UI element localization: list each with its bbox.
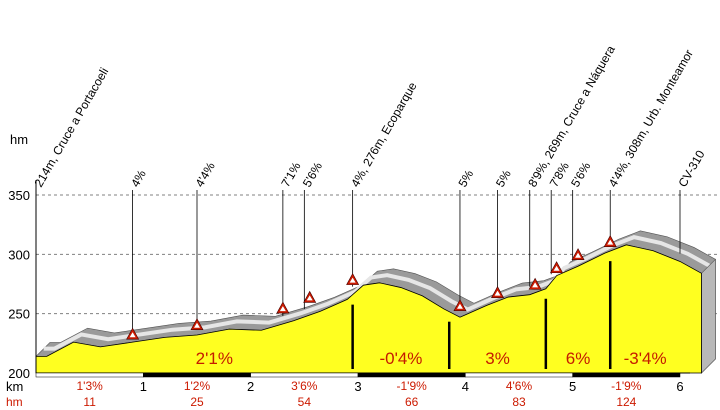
y-unit-label: hm (10, 132, 28, 147)
gradient-marker-inner-5 (456, 303, 463, 309)
annotation-label-5: 4%, 276m, Ecoparque (348, 79, 420, 189)
annotation-label-11: 4'4%, 308m, Urb. Monteamor (606, 47, 696, 189)
annotation-label-7: 5% (493, 167, 514, 189)
km-segment-grade-1: 1'3% (77, 379, 104, 393)
profile-area-fill (35, 244, 702, 374)
annotation-label-6: 5% (455, 167, 476, 189)
km-segment-grade-2: 1'2% (184, 379, 211, 393)
km-scale-segment-1 (35, 372, 144, 378)
profile-shadow-highlight (43, 235, 711, 351)
gradient-marker-inner-1 (194, 322, 200, 328)
x-tick-label-2: 2 (247, 379, 254, 394)
km-segment-hm-5: 83 (512, 395, 526, 409)
km-segment-hm-1: 11 (83, 395, 96, 409)
gradient-marker-inner-9 (575, 252, 582, 258)
x-tick-label-6: 6 (676, 379, 683, 394)
annotation-label-10: 5'6% (568, 159, 593, 189)
rotated-annotation-labels: 214m, Cruce a Portacoeli 4% 4'4% 7'1%5'6% 4%… (31, 43, 707, 190)
annotation-label-8: 8'9%, 269m, Cruce a Náquera (525, 43, 618, 190)
x-unit-label: km (6, 379, 23, 394)
annotation-label-0: 214m, Cruce a Portacoeli (31, 65, 111, 189)
axes: 200 250 300 350 hm 1 2 3 4 5 6 (8, 132, 690, 394)
km-segment-hm-3: 54 (298, 395, 312, 409)
profile-side-wall (701, 258, 716, 374)
km-segment-grade-6: -1'9% (611, 379, 642, 393)
section-grade-2: -0'4% (379, 349, 422, 368)
x-tick-label-1: 1 (140, 379, 147, 394)
km-segment-hm-2: 25 (190, 395, 204, 409)
section-grade-3: 3% (485, 349, 510, 368)
km-segment-hm-6: 124 (616, 395, 636, 409)
section-grade-4: 6% (566, 349, 591, 368)
hm-row-label: hm (6, 395, 23, 409)
km-segment-grade-4: -1'9% (397, 379, 428, 393)
section-grade-1: 2'1% (196, 349, 233, 368)
gradient-marker-inner-3 (306, 295, 313, 301)
annotation-label-12: CV-310 (675, 148, 707, 190)
km-scale-segment-5 (465, 372, 573, 378)
gradient-marker-inner-2 (279, 306, 286, 312)
annotation-label-4: 5'6% (300, 159, 325, 189)
profile-area (35, 244, 702, 374)
km-scale-segment-4 (357, 372, 466, 378)
annotation-label-3: 7'1% (278, 159, 303, 189)
y-tick-label-350: 350 (8, 188, 30, 203)
km-scale-segment-2 (143, 372, 251, 378)
x-tick-label-3: 3 (354, 379, 361, 394)
gradient-marker-inner-8 (553, 265, 560, 271)
x-tick-label-5: 5 (569, 379, 576, 394)
km-segment-grade-5: 4'6% (506, 379, 533, 393)
gradient-marker-inner-6 (494, 290, 501, 296)
y-tick-label-250: 250 (8, 307, 30, 322)
gradient-marker-inner-4 (349, 277, 356, 283)
y-tick-label-200: 200 (8, 366, 30, 381)
km-segment-grade-3: 3'6% (291, 379, 318, 393)
y-tick-label-300: 300 (8, 247, 30, 262)
gradient-marker-inner-10 (607, 239, 614, 245)
annotation-label-2: 4'4% (192, 159, 217, 189)
km-segment-hm-4: 66 (405, 395, 419, 409)
gradient-marker-inner-0 (129, 332, 136, 338)
gradient-markers (126, 235, 617, 340)
gradient-marker-inner-7 (532, 282, 539, 288)
section-grade-5: -3'4% (624, 349, 667, 368)
km-scale-segment-6 (572, 372, 681, 378)
km-scale-segment-3 (250, 372, 359, 378)
section-grade-labels: 2'1% -0'4% 3% 6% -3'4% (196, 261, 667, 369)
km-summary-rows: kmhm1'3%111'2%253'6%54-1'9%664'6%83-1'9%… (6, 379, 642, 409)
x-tick-label-4: 4 (462, 379, 469, 394)
annotation-leader-lines (132, 190, 681, 335)
annotation-label-1: 4% (128, 167, 149, 189)
